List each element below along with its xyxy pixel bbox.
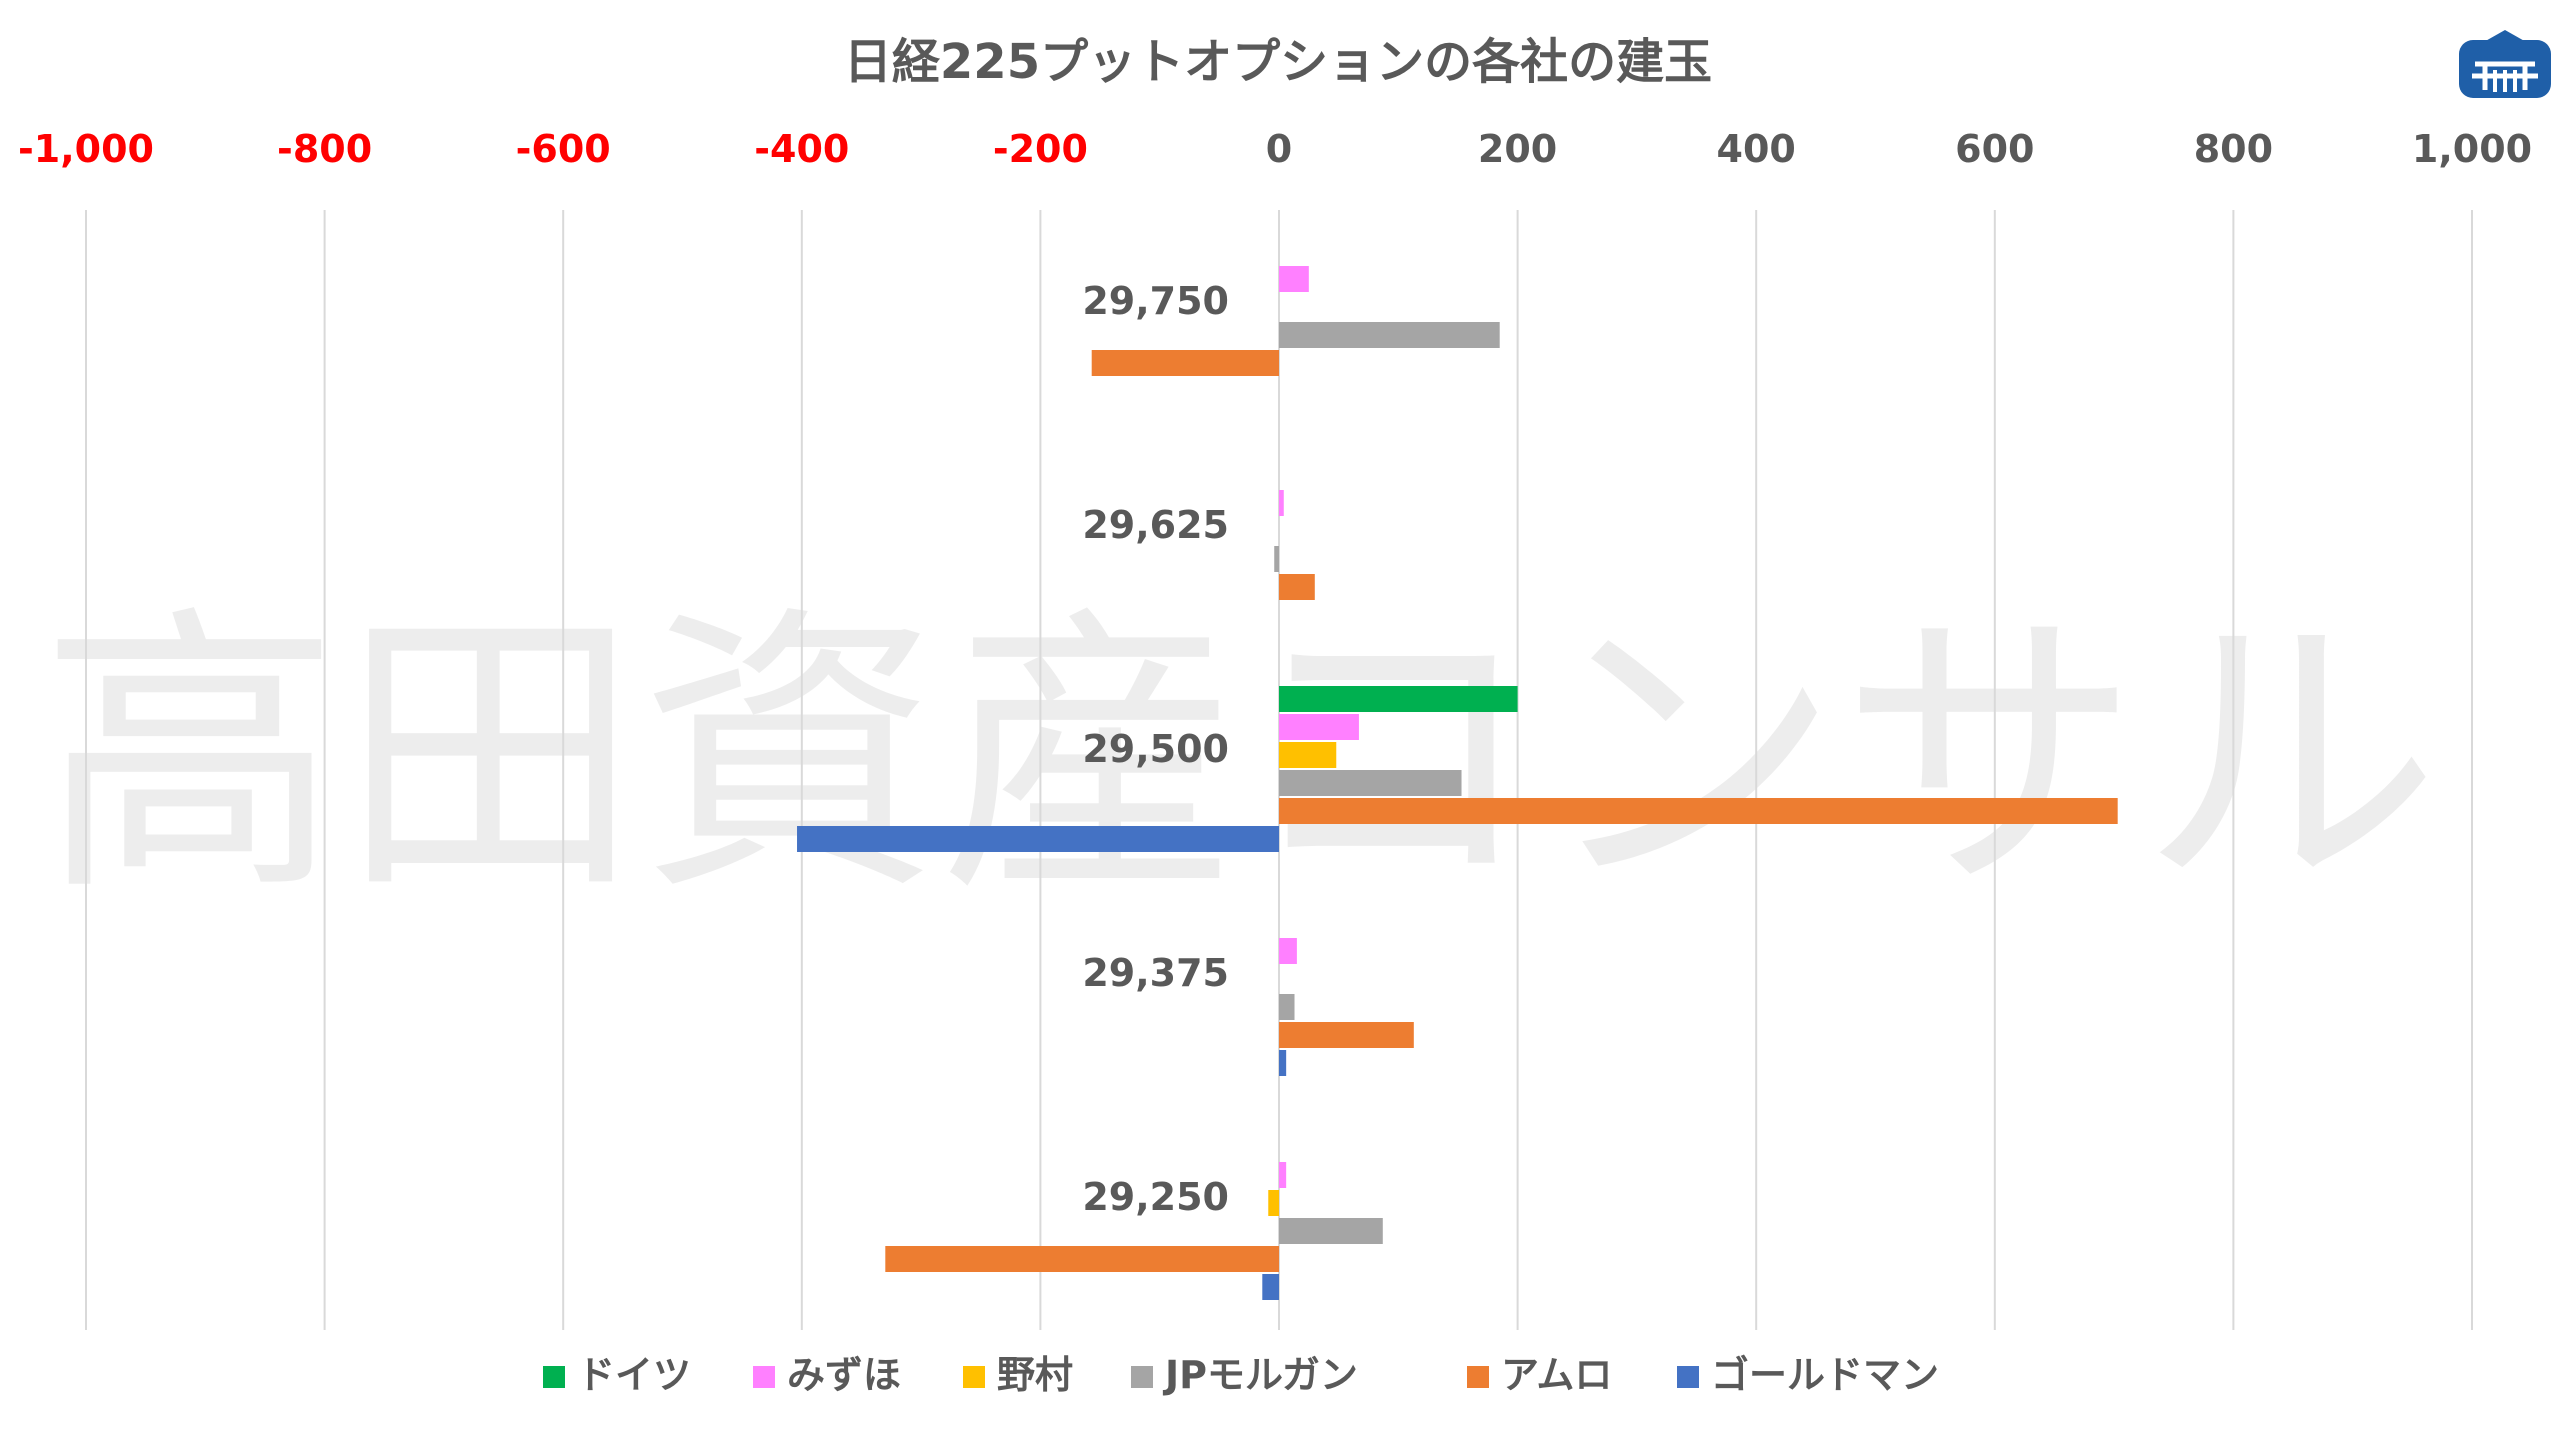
category-label: 29,375	[1082, 951, 1229, 995]
bar	[1279, 490, 1284, 516]
legend-label: ドイツ	[577, 1353, 691, 1397]
bar	[1279, 770, 1462, 796]
company-logo	[2459, 30, 2551, 98]
bar	[1262, 1274, 1279, 1300]
watermark: 高田資産コンサル	[40, 582, 2440, 931]
x-tick-label: -1,000	[18, 127, 154, 171]
bar	[1279, 798, 2118, 824]
bar	[1274, 546, 1279, 572]
bar	[797, 826, 1279, 852]
legend-swatch	[963, 1366, 985, 1388]
bar	[1279, 266, 1309, 292]
bar	[1279, 714, 1359, 740]
category-label: 29,750	[1082, 279, 1229, 323]
category-labels: 29,750 29,625 29,500 29,375 29,250	[1082, 279, 1229, 1219]
legend-label: アムロ	[1501, 1353, 1612, 1397]
x-axis-ticks: -1,000 -800 -600 -400 -200 0 200 400 600 800 1,000	[18, 127, 2532, 171]
x-tick-label: -200	[993, 127, 1088, 171]
x-tick-label: 600	[1955, 127, 2034, 171]
legend-swatch	[1131, 1366, 1153, 1388]
x-tick-label: -600	[516, 127, 611, 171]
chart-title: 日経225プットオプションの各社の建玉	[844, 34, 1712, 90]
bar	[1279, 322, 1500, 348]
legend: ドイツ みずほ 野村 JPモルガン アムロ ゴールドマン	[543, 1353, 1939, 1397]
legend-swatch	[543, 1366, 565, 1388]
bar	[1279, 1022, 1414, 1048]
x-tick-label: -800	[277, 127, 372, 171]
legend-label: 野村	[997, 1353, 1073, 1397]
x-tick-label: 400	[1717, 127, 1796, 171]
x-tick-label: 800	[2194, 127, 2273, 171]
legend-swatch	[1467, 1366, 1489, 1388]
x-tick-label: -400	[754, 127, 849, 171]
bar	[1279, 938, 1297, 964]
bar	[1091, 350, 1279, 376]
bar	[1279, 742, 1337, 768]
x-tick-label: 200	[1478, 127, 1557, 171]
category-label: 29,625	[1082, 503, 1229, 547]
bar	[1268, 1190, 1279, 1216]
legend-swatch	[753, 1366, 775, 1388]
legend-label: ゴールドマン	[1711, 1353, 1939, 1397]
legend-label: JPモルガン	[1162, 1353, 1358, 1397]
bar	[1279, 1050, 1287, 1076]
category-label: 29,500	[1082, 727, 1229, 771]
bar	[885, 1246, 1279, 1272]
bar	[1279, 1162, 1287, 1188]
bar	[1279, 1218, 1383, 1244]
x-tick-label: 1,000	[2412, 127, 2532, 171]
bar	[1279, 574, 1315, 600]
bar	[1279, 994, 1295, 1020]
legend-label: みずほ	[787, 1353, 901, 1397]
category-label: 29,250	[1082, 1175, 1229, 1219]
bar	[1279, 686, 1518, 712]
gridlines	[85, 210, 2473, 1330]
legend-swatch	[1677, 1366, 1699, 1388]
x-tick-label: 0	[1266, 127, 1292, 171]
bars	[797, 266, 2118, 1300]
